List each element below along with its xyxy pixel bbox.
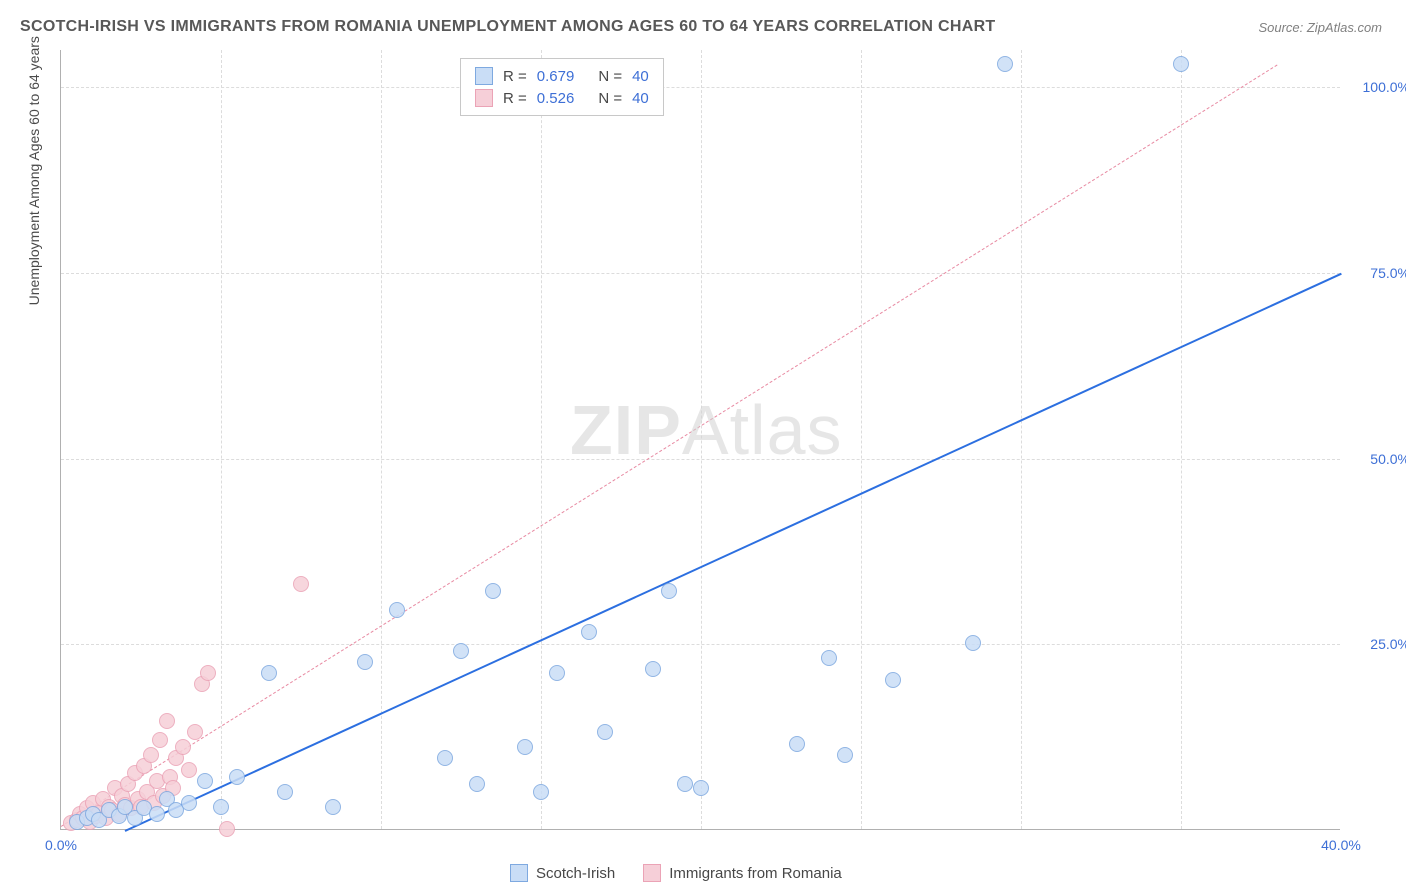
plot-area: 25.0%50.0%75.0%100.0%0.0%40.0%	[60, 50, 1340, 830]
legend-N-value: 40	[632, 68, 649, 85]
blue-point	[1173, 56, 1189, 72]
y-tick-label: 100.0%	[1350, 79, 1406, 95]
legend-R-label: R =	[503, 68, 527, 85]
pink-point	[187, 724, 203, 740]
blue-point	[789, 736, 805, 752]
blue-point	[661, 583, 677, 599]
pink-point	[181, 762, 197, 778]
legend-R-value: 0.526	[537, 90, 575, 107]
blue-point	[645, 661, 661, 677]
x-tick-label: 40.0%	[1321, 837, 1361, 853]
y-tick-label: 75.0%	[1350, 265, 1406, 281]
blue-point	[581, 624, 597, 640]
legend-swatch	[510, 864, 528, 882]
blue-point	[517, 739, 533, 755]
legend-stats-box: R = 0.679 N = 40 R = 0.526 N = 40	[460, 58, 664, 116]
chart-title: SCOTCH-IRISH VS IMMIGRANTS FROM ROMANIA …	[20, 18, 996, 36]
blue-point	[277, 784, 293, 800]
blue-point	[389, 602, 405, 618]
legend-series-label: Scotch-Irish	[536, 865, 615, 882]
blue-point	[181, 795, 197, 811]
source-caption: Source: ZipAtlas.com	[1258, 20, 1382, 35]
pink-point	[175, 739, 191, 755]
legend-series-item: Immigrants from Romania	[643, 864, 842, 882]
blue-point	[437, 750, 453, 766]
blue-point	[677, 776, 693, 792]
legend-series-item: Scotch-Irish	[510, 864, 615, 882]
legend-series-label: Immigrants from Romania	[669, 865, 842, 882]
pink-point	[152, 732, 168, 748]
y-axis-label: Unemployment Among Ages 60 to 64 years	[26, 36, 42, 305]
blue-point	[533, 784, 549, 800]
pink-point	[200, 665, 216, 681]
blue-trend-line	[125, 273, 1342, 832]
blue-point	[549, 665, 565, 681]
blue-point	[997, 56, 1013, 72]
blue-point	[693, 780, 709, 796]
legend-N-label: N =	[598, 90, 622, 107]
gridline-v	[221, 50, 222, 829]
blue-point	[213, 799, 229, 815]
gridline-v	[701, 50, 702, 829]
blue-point	[965, 635, 981, 651]
blue-point	[197, 773, 213, 789]
blue-point	[149, 806, 165, 822]
blue-point	[229, 769, 245, 785]
pink-point	[159, 713, 175, 729]
blue-point	[453, 643, 469, 659]
blue-point	[325, 799, 341, 815]
blue-point	[357, 654, 373, 670]
pink-point	[143, 747, 159, 763]
y-tick-label: 25.0%	[1350, 636, 1406, 652]
legend-R-value: 0.679	[537, 68, 575, 85]
legend-N-value: 40	[632, 90, 649, 107]
y-tick-label: 50.0%	[1350, 451, 1406, 467]
legend-series: Scotch-Irish Immigrants from Romania	[510, 864, 842, 882]
blue-point	[885, 672, 901, 688]
gridline-v	[1021, 50, 1022, 829]
gridline-v	[541, 50, 542, 829]
x-tick-label: 0.0%	[45, 837, 77, 853]
blue-point	[821, 650, 837, 666]
legend-N-label: N =	[598, 68, 622, 85]
legend-swatch	[475, 89, 493, 107]
blue-point	[261, 665, 277, 681]
legend-stats-row: R = 0.526 N = 40	[475, 87, 649, 109]
legend-swatch	[643, 864, 661, 882]
pink-trend-line	[61, 65, 1278, 827]
legend-stats-row: R = 0.679 N = 40	[475, 65, 649, 87]
blue-point	[837, 747, 853, 763]
pink-point	[293, 576, 309, 592]
gridline-v	[1181, 50, 1182, 829]
blue-point	[597, 724, 613, 740]
legend-swatch	[475, 67, 493, 85]
blue-point	[485, 583, 501, 599]
pink-point	[219, 821, 235, 837]
gridline-v	[861, 50, 862, 829]
legend-R-label: R =	[503, 90, 527, 107]
blue-point	[469, 776, 485, 792]
